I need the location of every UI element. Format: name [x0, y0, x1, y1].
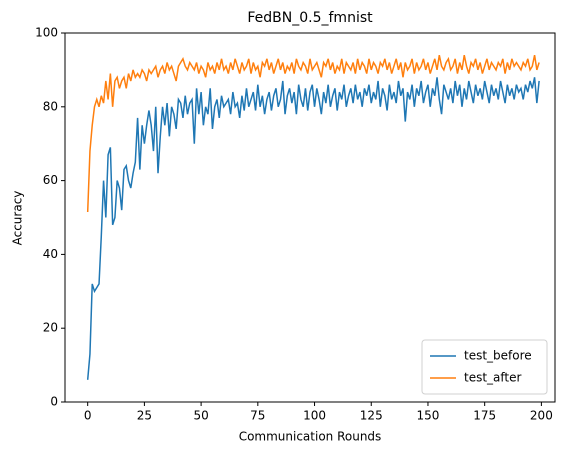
x-tick-label: 100 — [303, 409, 326, 423]
y-tick-label: 80 — [43, 99, 58, 113]
x-tick-label: 175 — [473, 409, 496, 423]
x-axis-label: Communication Rounds — [239, 430, 382, 444]
legend-label: test_after — [464, 371, 522, 385]
series-line — [86, 54, 540, 212]
x-tick-label: 200 — [530, 409, 553, 423]
x-tick-label: 150 — [417, 409, 440, 423]
legend-box — [421, 339, 548, 395]
x-tick-label: 75 — [250, 409, 265, 423]
series-line — [86, 77, 540, 380]
y-axis-label: Accuracy — [11, 191, 25, 246]
x-tick-label: 125 — [360, 409, 383, 423]
plot-frame — [64, 32, 556, 403]
y-tick-label: 100 — [35, 26, 58, 40]
x-tick-label: 25 — [137, 409, 152, 423]
x-tick-label: 0 — [84, 409, 92, 423]
y-tick-label: 0 — [50, 395, 58, 409]
x-tick-label: 50 — [193, 409, 208, 423]
chart-title: FedBN_0.5_fmnist — [247, 10, 373, 26]
y-tick-label: 60 — [43, 173, 58, 187]
y-tick-label: 40 — [43, 247, 58, 261]
y-tick-label: 20 — [43, 321, 58, 335]
legend-label: test_before — [464, 349, 532, 363]
